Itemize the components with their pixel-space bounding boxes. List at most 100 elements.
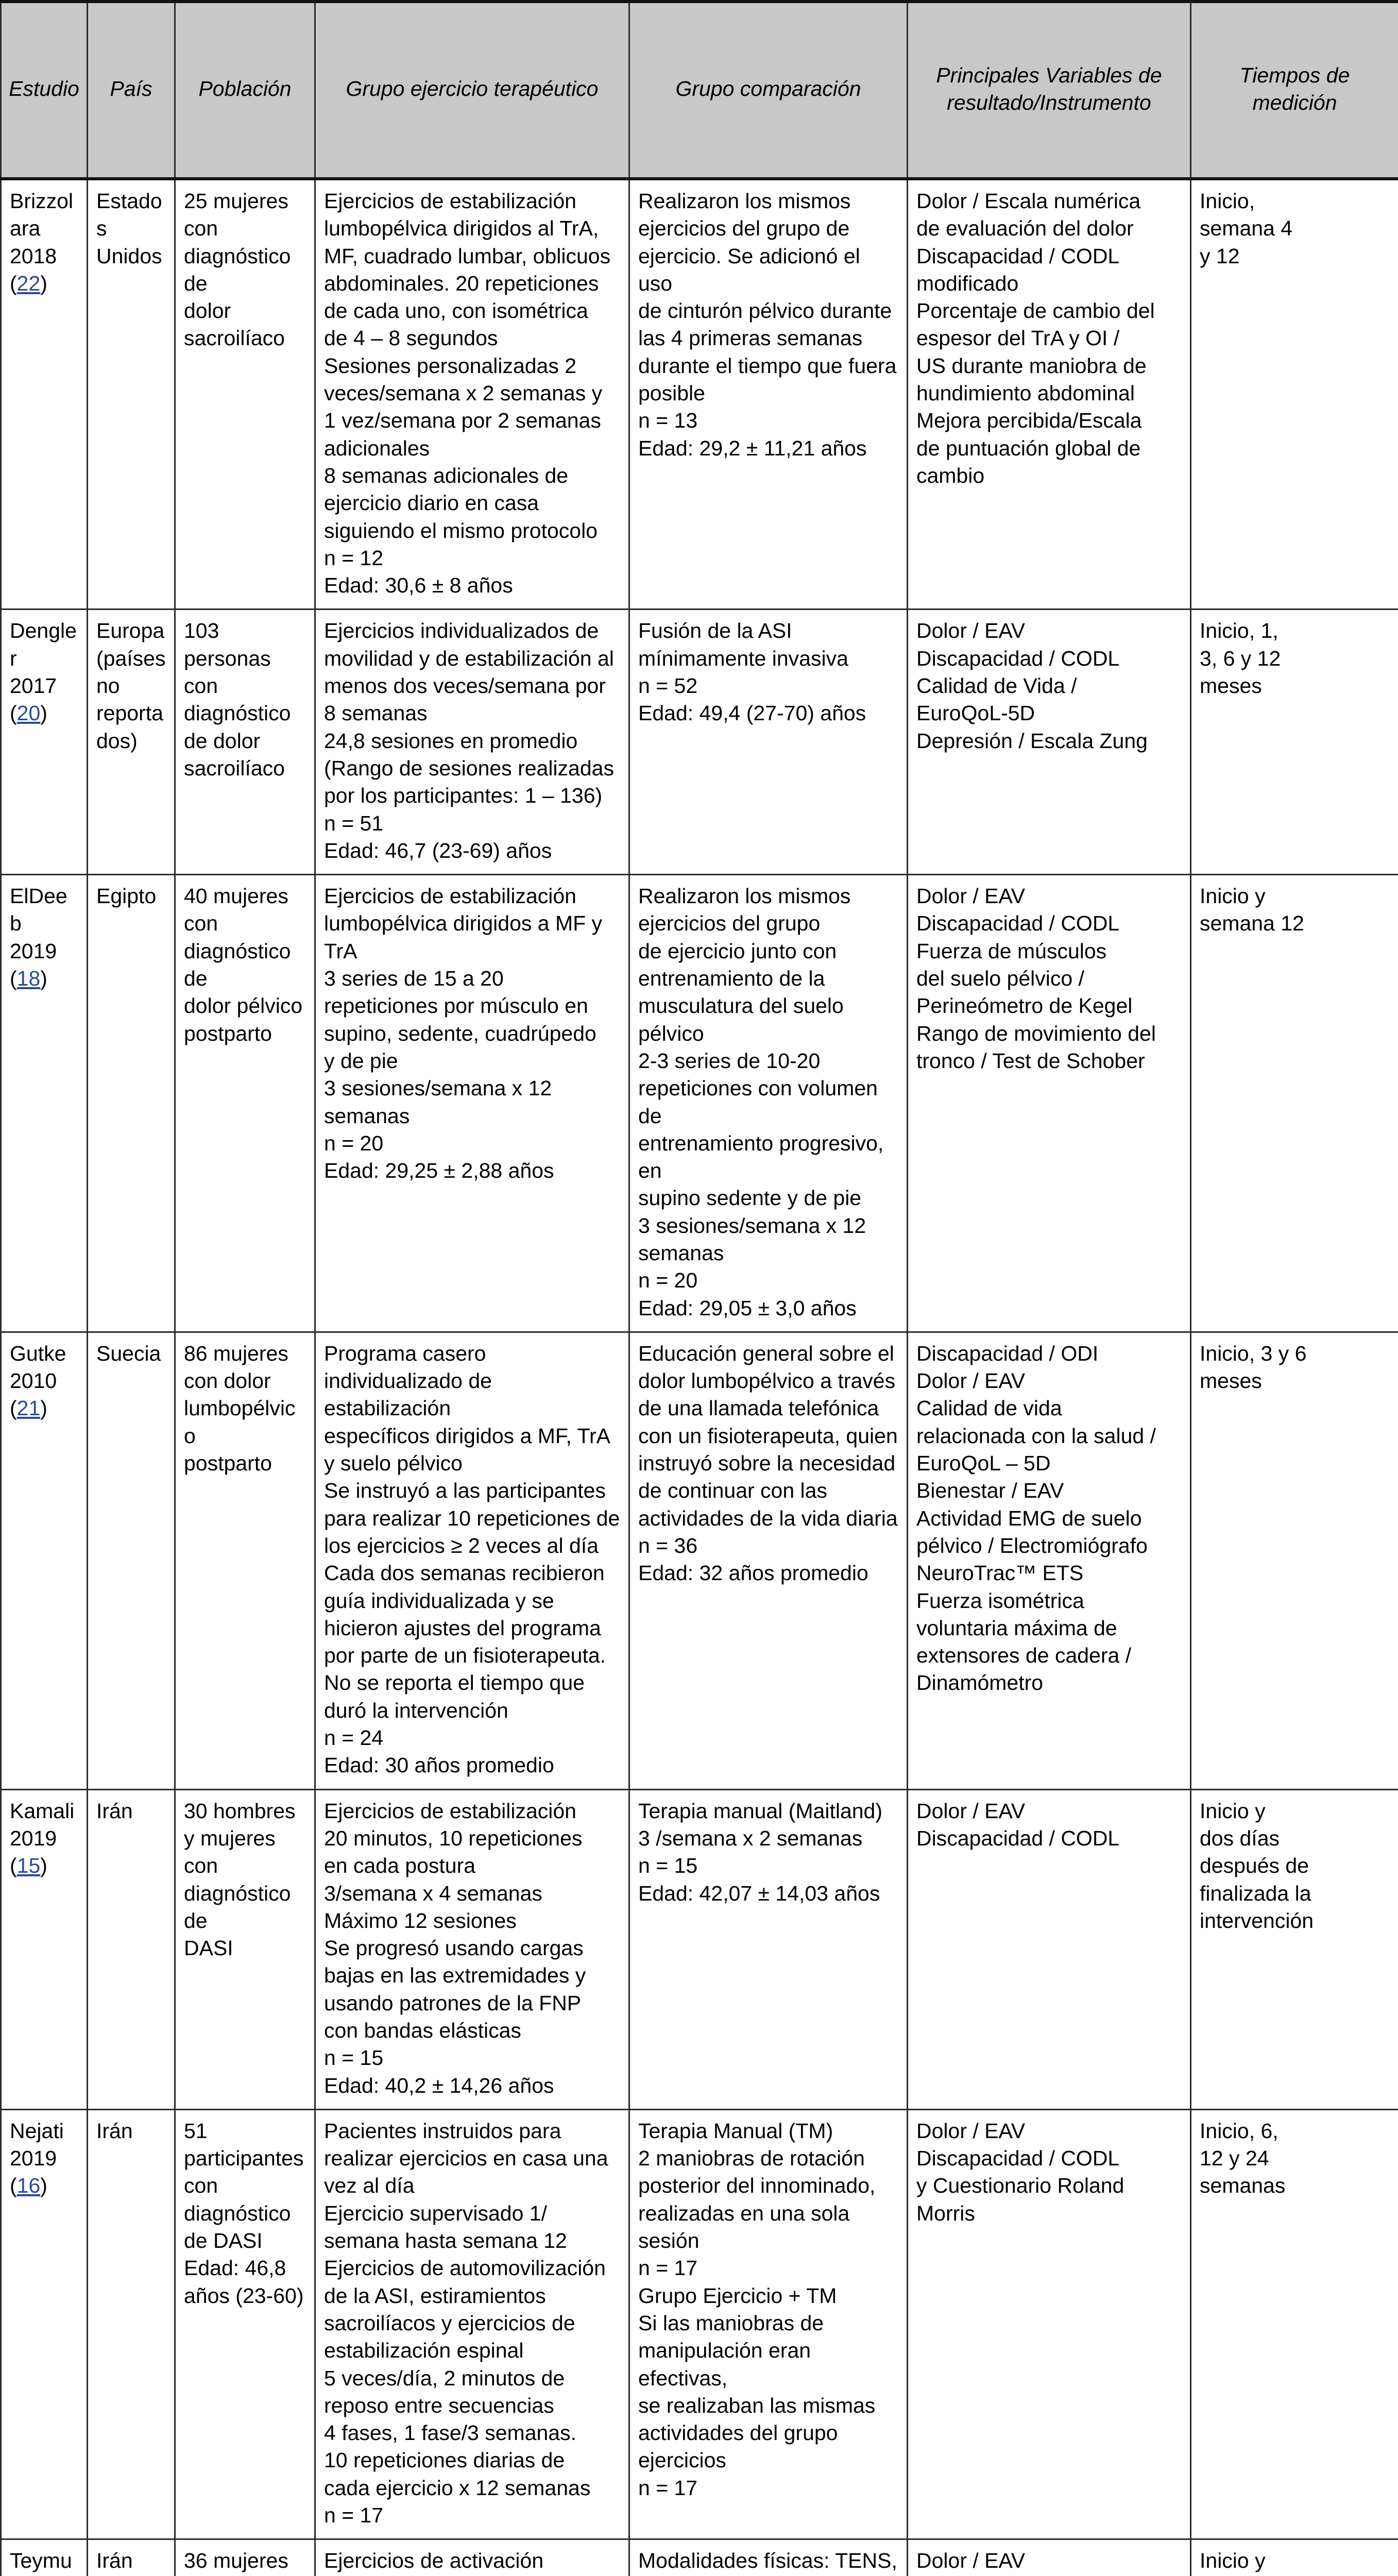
cell-estudio: Gutke 2010 (21) xyxy=(0,1331,88,1790)
cell-tiempos-medicion: Inicio, 3 y 6 meses xyxy=(1190,1331,1398,1790)
cell-variables-resultado: Dolor / EAV Discapacidad / CODL Calidad … xyxy=(907,608,1191,876)
reference-link[interactable]: 16 xyxy=(16,2174,41,2198)
cell-grupo-ejercicio-terapeutico-text: Programa casero individualizado de estab… xyxy=(324,1341,620,1777)
cell-grupo-ejercicio-terapeutico-text: Ejercicios de estabilización 20 minutos,… xyxy=(324,1799,586,2097)
cell-poblacion: 51 participantes con diagnóstico de DASI… xyxy=(174,2108,316,2540)
cell-pais-text: Irán xyxy=(96,2119,133,2143)
cell-pais-text: Irán xyxy=(96,1799,133,1823)
cell-grupo-comparacion: Realizaron los mismos ejercicios del gru… xyxy=(628,874,908,1333)
cell-variables-resultado-text: Dolor / EAV Discapacidad / CODL Fuerza d… xyxy=(916,884,1156,1073)
reference-link[interactable]: 18 xyxy=(16,967,41,991)
cell-variables-resultado-text: Discapacidad / ODI Dolor / EAV Calidad d… xyxy=(916,1341,1156,1695)
cell-grupo-ejercicio-terapeutico-text: Ejercicios de estabilización lumbopélvic… xyxy=(324,189,611,598)
reference-citation: (21) xyxy=(10,1396,47,1420)
column-header-grupo-comparacion: Grupo comparación xyxy=(628,0,908,180)
table-row: Kamali 2019 (15) Irán 30 hombres y mujeres … xyxy=(0,1788,1398,2110)
cell-variables-resultado-text: Dolor / EAV Discapacidad / CODL xyxy=(916,1799,1120,1850)
cell-poblacion-text: 30 hombres y mujeres con diagnóstico de … xyxy=(184,1799,296,1960)
reference-link[interactable]: 20 xyxy=(16,701,41,725)
cell-tiempos-medicion-text: Inicio y dos días después de finalizada … xyxy=(1200,1799,1314,1933)
cell-pais: Estados Unidos xyxy=(87,178,176,611)
cell-tiempos-medicion: Inicio y semana 6 xyxy=(1190,2538,1398,2576)
cell-pais: Irán xyxy=(87,1788,176,2110)
reference-citation: (15) xyxy=(10,1854,47,1878)
table-body: Brizzolara 2018 (22) Estados Unidos 25 muje… xyxy=(0,178,1398,2576)
cell-tiempos-medicion: Inicio, semana 4 y 12 xyxy=(1190,178,1398,611)
cell-tiempos-medicion: Inicio y dos días después de finalizada … xyxy=(1190,1788,1398,2110)
cell-estudio: Dengler 2017 (20) xyxy=(0,608,88,876)
study-name: Nejati 2019 xyxy=(10,2119,64,2171)
cell-grupo-comparacion: Educación general sobre el dolor lumbopé… xyxy=(628,1331,908,1790)
column-header-tiempos-medicion: Tiempos de medición xyxy=(1190,0,1398,180)
cell-poblacion-text: 25 mujeres con diagnóstico de dolor sacr… xyxy=(184,189,291,350)
cell-poblacion-text: 103 personas con diagnóstico de dolor sa… xyxy=(184,619,291,780)
cell-tiempos-medicion-text: Inicio, 6, 12 y 24 semanas xyxy=(1200,2119,1286,2198)
cell-poblacion-text: 86 mujeres con dolor lumbopélvico postpa… xyxy=(184,1341,296,1476)
cell-grupo-comparacion: Terapia manual (Maitland) 3 /semana x 2 … xyxy=(628,1788,908,2110)
reference-link[interactable]: 22 xyxy=(16,271,41,295)
cell-grupo-comparacion: Fusión de la ASI mínimamente invasiva n … xyxy=(628,608,908,876)
cell-poblacion-text: 51 participantes con diagnóstico de DASI… xyxy=(184,2119,304,2308)
cell-grupo-comparacion-text: Terapia Manual (TM) 2 maniobras de rotac… xyxy=(638,2119,876,2500)
cell-estudio: Nejati 2019 (16) xyxy=(0,2108,88,2540)
cell-poblacion: 86 mujeres con dolor lumbopélvico postpa… xyxy=(174,1331,316,1790)
table-row: Gutke 2010 (21) Suecia 86 mujeres con dolor… xyxy=(0,1331,1398,1790)
cell-variables-resultado-text: Dolor / Escala numérica de evaluación de… xyxy=(916,189,1155,487)
cell-variables-resultado: Dolor / EAV Discapacidad / CODL y Cuesti… xyxy=(907,2108,1191,2540)
cell-pais: Egipto xyxy=(87,874,176,1333)
cell-tiempos-medicion: Inicio, 6, 12 y 24 semanas xyxy=(1190,2108,1398,2540)
cell-grupo-comparacion-text: Modalidades físicas: TENS, UST pulsado, … xyxy=(638,2549,897,2573)
cell-grupo-comparacion: Modalidades físicas: TENS, UST pulsado, … xyxy=(628,2538,908,2576)
reference-citation: (16) xyxy=(10,2174,47,2198)
cell-poblacion: 40 mujeres con diagnóstico de dolor pélv… xyxy=(174,874,316,1333)
cell-pais-text: Irán xyxy=(96,2549,133,2573)
column-header-grupo-ejercicio-terapeutico: Grupo ejercicio terapéutico xyxy=(314,0,630,180)
cell-grupo-ejercicio-terapeutico-text: Ejercicios individualizados de movilidad… xyxy=(324,619,614,862)
cell-estudio: Brizzolara 2018 (22) xyxy=(0,178,88,611)
reference-citation: (22) xyxy=(10,271,47,295)
column-header-poblacion: Población xyxy=(174,0,316,180)
table-row: Brizzolara 2018 (22) Estados Unidos 25 muje… xyxy=(0,178,1398,611)
cell-estudio: Teymuri 2018(17) xyxy=(0,2538,88,2576)
study-name: Brizzolara 2018 xyxy=(10,189,74,268)
cell-variables-resultado: Dolor / EAV Discapacidad / CODL Fuerza d… xyxy=(907,874,1191,1333)
cell-variables-resultado: Dolor / EAV Discapacidad / CODL xyxy=(907,1788,1191,2110)
cell-pais-text: Estados Unidos xyxy=(96,189,162,268)
cell-poblacion-text: 40 mujeres con diagnóstico de dolor pélv… xyxy=(184,884,303,1045)
cell-estudio: ElDeeb 2019 (18) xyxy=(0,874,88,1333)
cell-pais-text: Suecia xyxy=(96,1341,161,1365)
cell-grupo-comparacion: Terapia Manual (TM) 2 maniobras de rotac… xyxy=(628,2108,908,2540)
study-name: Kamali 2019 xyxy=(10,1799,75,1850)
cell-grupo-comparacion-text: Fusión de la ASI mínimamente invasiva n … xyxy=(638,619,866,725)
cell-pais-text: Egipto xyxy=(96,884,157,908)
cell-poblacion: 25 mujeres con diagnóstico de dolor sacr… xyxy=(174,178,316,611)
column-header-estudio: Estudio xyxy=(0,0,88,180)
cell-tiempos-medicion-text: Inicio y semana 12 xyxy=(1200,884,1304,936)
table-row: Nejati 2019 (16) Irán 51 participantes con … xyxy=(0,2108,1398,2540)
cell-tiempos-medicion: Inicio, 1, 3, 6 y 12 meses xyxy=(1190,608,1398,876)
cell-estudio: Kamali 2019 (15) xyxy=(0,1788,88,2110)
cell-grupo-ejercicio-terapeutico-text: Pacientes instruidos para realizar ejerc… xyxy=(324,2119,608,2528)
cell-grupo-comparacion-text: Realizaron los mismos ejercicios del gru… xyxy=(638,884,884,1320)
cell-poblacion: 30 hombres y mujeres con diagnóstico de … xyxy=(174,1788,316,2110)
cell-grupo-ejercicio-terapeutico: Pacientes instruidos para realizar ejerc… xyxy=(314,2108,630,2540)
cell-poblacion: 36 mujeres con dolor lumbopélvico xyxy=(174,2538,316,2576)
cell-tiempos-medicion-text: Inicio, 3 y 6 meses xyxy=(1200,1341,1307,1393)
cell-grupo-comparacion: Realizaron los mismos ejercicios del gru… xyxy=(628,178,908,611)
table-row: Teymuri 2018(17) Irán 36 mujeres con dolor… xyxy=(0,2538,1398,2576)
cell-grupo-comparacion-text: Terapia manual (Maitland) 3 /semana x 2 … xyxy=(638,1799,883,1905)
table-row: ElDeeb 2019 (18) Egipto 40 mujeres con diag… xyxy=(0,874,1398,1333)
cell-grupo-ejercicio-terapeutico: Ejercicios de estabilización 20 minutos,… xyxy=(314,1788,630,2110)
cell-tiempos-medicion-text: Inicio, 1, 3, 6 y 12 meses xyxy=(1200,619,1281,698)
cell-variables-resultado-text: Dolor / EAV Discapacidad / CODL y Cuesti… xyxy=(916,2119,1124,2225)
reference-link[interactable]: 15 xyxy=(16,1854,41,1878)
cell-variables-resultado: Discapacidad / ODI Dolor / EAV Calidad d… xyxy=(907,1331,1191,1790)
reference-link[interactable]: 21 xyxy=(16,1396,41,1420)
cell-grupo-ejercicio-terapeutico: Ejercicios de estabilización lumbopélvic… xyxy=(314,874,630,1333)
cell-pais: Europa (países no reportados) xyxy=(87,608,176,876)
study-name: Dengler 2017 xyxy=(10,619,77,698)
study-name: Teymuri 2018 xyxy=(10,2549,72,2573)
cell-variables-resultado-text: Dolor / EAV Discapacidad / CODL Función … xyxy=(916,2549,1026,2573)
cell-grupo-ejercicio-terapeutico: Ejercicios individualizados de movilidad… xyxy=(314,608,630,876)
